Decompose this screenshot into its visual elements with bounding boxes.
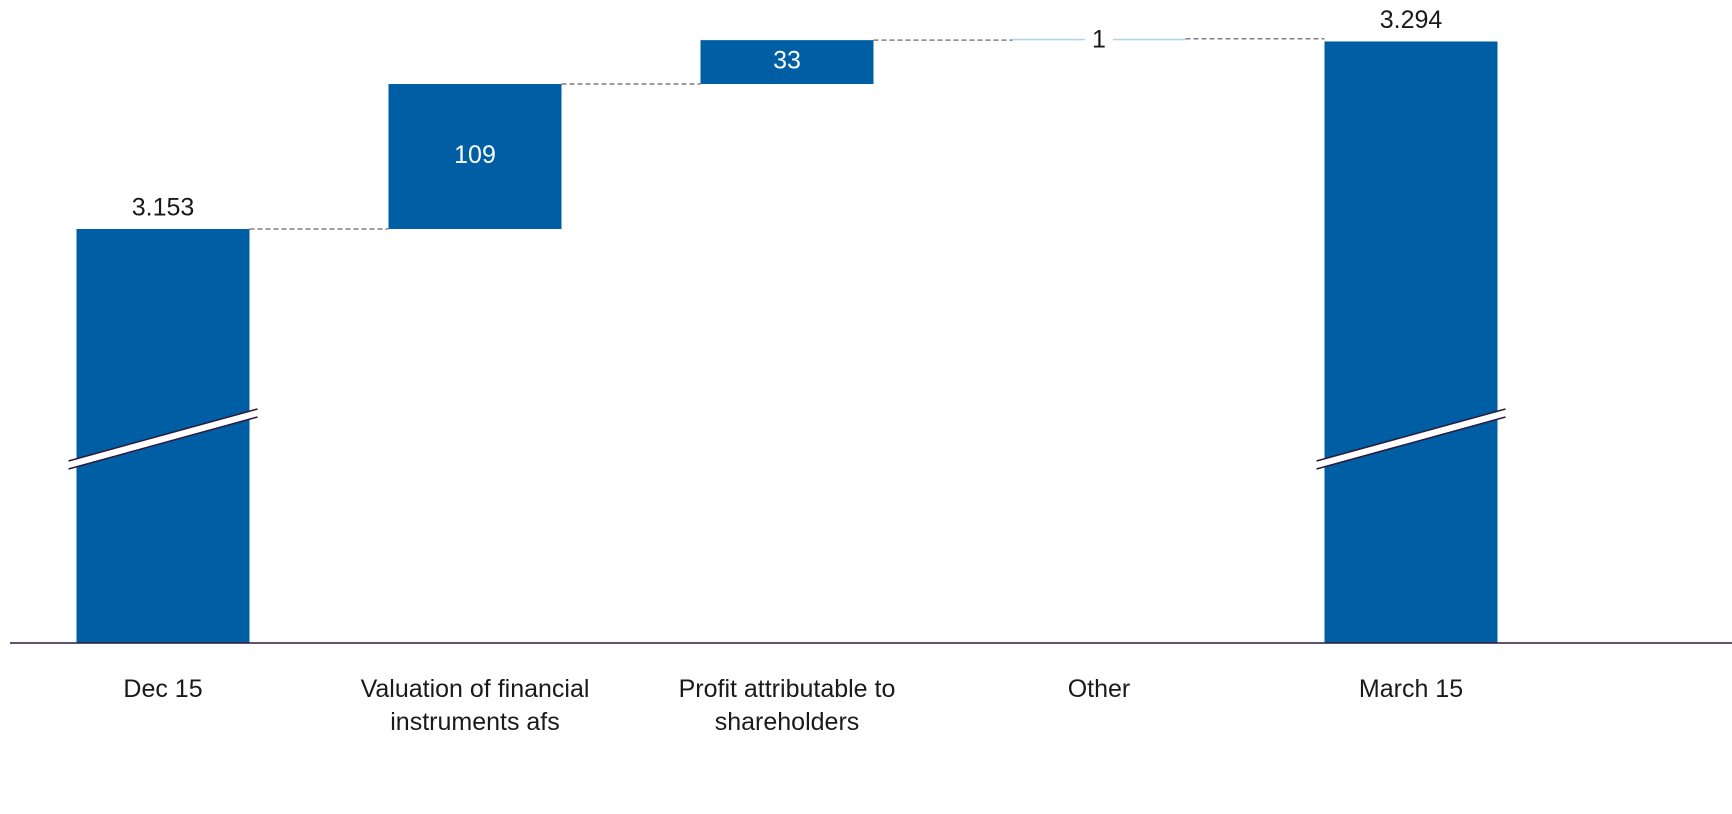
x-tick-label: March 15 bbox=[1358, 675, 1464, 703]
x-tick-label: Dec 15 bbox=[123, 675, 203, 703]
value-label: 3.153 bbox=[132, 194, 195, 222]
axis-break-line bbox=[68, 416, 258, 470]
x-tick-label: Valuation of financial instruments afs bbox=[360, 675, 590, 736]
value-label: 109 bbox=[454, 141, 496, 169]
value-label: 3.294 bbox=[1380, 6, 1443, 34]
bar bbox=[388, 84, 562, 229]
axis-break-line bbox=[1316, 408, 1506, 462]
axis-break bbox=[68, 409, 258, 469]
x-tick-label: Other bbox=[1067, 675, 1131, 703]
bar bbox=[700, 40, 874, 85]
bar bbox=[1324, 41, 1498, 644]
label-bg bbox=[1085, 24, 1113, 53]
x-tick-label: Profit attributable to shareholders bbox=[678, 675, 896, 736]
axis-break bbox=[1316, 409, 1506, 469]
axis-break-line bbox=[68, 408, 258, 462]
value-label: 1 bbox=[1092, 25, 1106, 53]
axis-break-line bbox=[1316, 416, 1506, 470]
value-label: 33 bbox=[773, 47, 801, 75]
